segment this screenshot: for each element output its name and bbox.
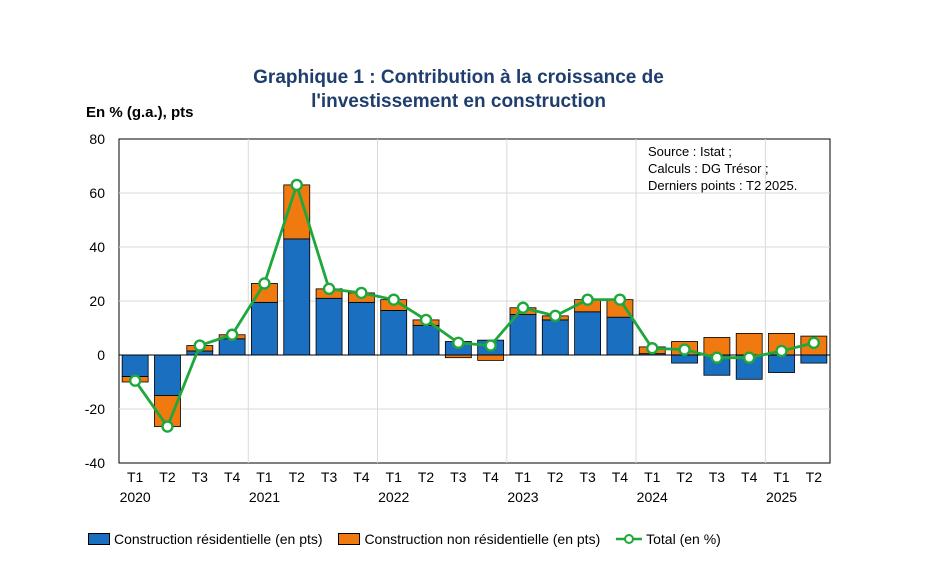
- x-tick-label: T1: [256, 469, 273, 485]
- total-point: [452, 336, 465, 350]
- total-point: [775, 344, 788, 358]
- total-point: [516, 301, 530, 314]
- total-point: [613, 293, 627, 306]
- x-tick-label: T3: [579, 469, 596, 485]
- x-tick-label: T3: [450, 469, 467, 485]
- total-point: [387, 293, 400, 306]
- total-point: [128, 374, 142, 387]
- bar-residential: [121, 354, 149, 378]
- bar-residential: [380, 310, 408, 356]
- bar-residential: [509, 314, 537, 356]
- bar-residential: [541, 319, 569, 356]
- x-tick-label: T1: [515, 469, 532, 485]
- x-tick-label: T4: [482, 469, 499, 485]
- bar-residential: [412, 324, 440, 356]
- x-tick-label: T1: [127, 469, 144, 485]
- bar-residential: [574, 311, 602, 356]
- legend-item-nonresidential: Construction non résidentielle (en pts): [338, 531, 600, 547]
- total-point: [419, 313, 433, 327]
- y-tick-label: 40: [89, 239, 105, 255]
- bar-residential: [218, 338, 246, 356]
- bar-residential: [768, 354, 795, 373]
- x-year-label: 2025: [766, 489, 797, 505]
- x-tick-label: T2: [547, 469, 564, 485]
- x-year-label: 2023: [507, 489, 538, 505]
- bar-nonresidential: [477, 354, 505, 361]
- total-point: [258, 277, 271, 290]
- total-point: [290, 178, 303, 192]
- bar-residential: [154, 354, 181, 396]
- bar-residential: [283, 238, 311, 356]
- x-tick-label: T4: [612, 469, 629, 485]
- x-tick-label: T4: [353, 469, 370, 485]
- total-point: [710, 351, 724, 364]
- y-tick-label: 0: [97, 347, 105, 363]
- y-tick-label: 80: [89, 131, 105, 147]
- y-axis: -40 -20 0 20 40 60 80: [85, 131, 105, 471]
- legend-item-residential: Construction résidentielle (en pts): [88, 531, 323, 547]
- source-line-3: Derniers points : T2 2025.: [648, 178, 798, 193]
- x-year-label: 2021: [249, 489, 280, 505]
- x-tick-label: T1: [644, 469, 661, 485]
- total-point: [484, 339, 497, 352]
- y-tick-label: -40: [85, 455, 105, 471]
- x-tick-label: T1: [773, 469, 790, 485]
- total-point: [355, 286, 368, 300]
- x-year-label: 2024: [637, 489, 668, 505]
- chart-title: Graphique 1 : Contribution à la croissan…: [0, 66, 917, 114]
- x-tick-label: T2: [676, 469, 693, 485]
- total-line: [128, 178, 821, 433]
- y-axis-label: En % (g.a.), pts: [86, 104, 194, 121]
- bar-residential: [800, 354, 828, 364]
- x-tick-label: T3: [709, 469, 726, 485]
- x-year-label: 2022: [378, 489, 409, 505]
- total-point: [193, 339, 206, 352]
- total-point: [581, 293, 594, 306]
- x-tick-label: T2: [806, 469, 823, 485]
- chart-title-line-2: l'investissement en construction: [311, 91, 606, 112]
- source-line-2: Calculs : DG Trésor ;: [648, 161, 769, 176]
- legend-label-residential: Construction résidentielle (en pts): [114, 531, 323, 547]
- source-line-1: Source : Istat ;: [648, 144, 732, 159]
- y-tick-label: 60: [89, 185, 105, 201]
- total-point: [743, 351, 756, 364]
- legend-item-total: Total (en %): [616, 531, 721, 547]
- total-point: [225, 328, 239, 341]
- legend: Construction résidentielle (en pts) Cons…: [88, 531, 733, 548]
- x-year-label: 2020: [120, 489, 151, 505]
- legend-label-total: Total (en %): [646, 531, 721, 547]
- x-tick-label: T3: [321, 469, 338, 485]
- x-axis: T1 T2 T3 T4 T1 T2 T3 T4 T1 T2 T3 T4 T1 T2 T3 T4 T1 T2 T3 T4…: [120, 469, 823, 505]
- legend-swatch-residential: [88, 533, 110, 545]
- legend-swatch-nonresidential: [338, 533, 361, 545]
- x-tick-label: T2: [289, 469, 306, 485]
- total-point: [807, 336, 821, 350]
- total-point: [678, 343, 691, 356]
- x-tick-label: T1: [386, 469, 403, 485]
- total-point: [322, 282, 336, 296]
- total-point: [161, 420, 174, 433]
- x-tick-label: T2: [159, 469, 176, 485]
- bar-residential: [251, 301, 278, 356]
- source-note: Source : Istat ; Calculs : DG Trésor ; D…: [648, 143, 797, 194]
- x-tick-label: T4: [224, 469, 241, 485]
- total-series-line: [134, 180, 815, 430]
- bar-residential: [347, 301, 375, 356]
- chart-title-line-1: Graphique 1 : Contribution à la croissan…: [253, 67, 664, 88]
- x-tick-label: T3: [192, 469, 209, 485]
- x-tick-label: T4: [741, 469, 758, 485]
- bar-residential: [606, 316, 634, 356]
- total-point: [549, 309, 562, 323]
- x-tick-label: T2: [418, 469, 435, 485]
- total-point: [646, 342, 659, 355]
- legend-label-nonresidential: Construction non résidentielle (en pts): [364, 531, 601, 547]
- legend-line-total: [616, 534, 643, 544]
- bar-residential: [671, 354, 698, 364]
- y-tick-label: 20: [89, 293, 105, 309]
- y-tick-label: -20: [85, 401, 105, 417]
- bar-residential: [315, 297, 343, 356]
